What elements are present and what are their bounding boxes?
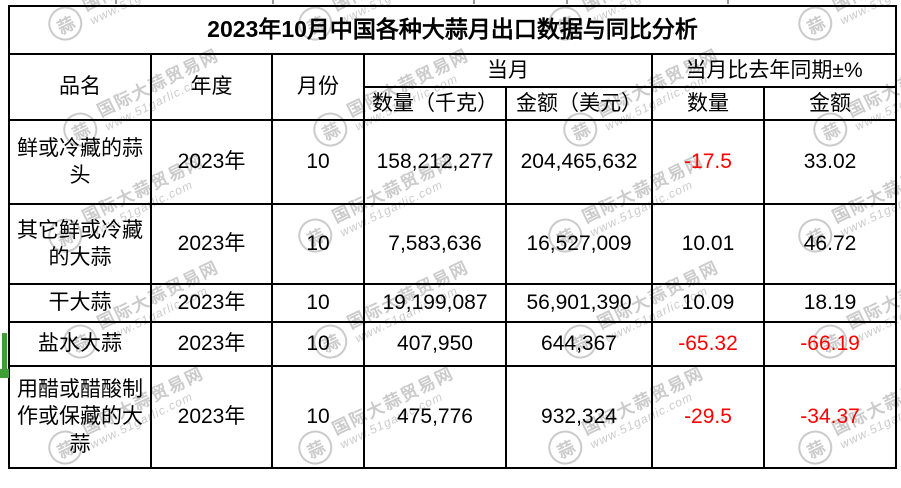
table-row: 干大蒜 2023年 10 19,199,087 56,901,390 10.09… <box>8 283 898 323</box>
cell-qty: 158,212,277 <box>363 119 507 205</box>
selection-border <box>2 333 7 377</box>
cell-month: 10 <box>271 283 365 323</box>
cell-qty: 407,950 <box>363 321 507 367</box>
cell-qty: 475,776 <box>363 365 507 469</box>
cell-yoy-amount: 33.02 <box>762 119 898 205</box>
header-yoy-amount: 金额 <box>762 86 898 121</box>
cell-product: 鲜或冷藏的蒜头 <box>8 119 152 205</box>
cell-yoy-qty: -65.32 <box>651 321 765 367</box>
cell-yoy-amount: -34.37 <box>762 365 898 469</box>
cell-year: 2023年 <box>150 321 273 367</box>
header-amount-usd: 金额（美元） <box>505 86 653 121</box>
cell-yoy-qty: 10.01 <box>651 203 765 285</box>
cell-amount: 204,465,632 <box>505 119 653 205</box>
garlic-export-table: 2023年10月中国各种大蒜月出口数据与同比分析 品名 年度 月份 当月 当月比… <box>7 5 898 469</box>
fill-handle[interactable] <box>0 369 9 378</box>
cell-amount: 932,324 <box>505 365 653 469</box>
cell-month: 10 <box>271 203 365 285</box>
column-tick <box>115 0 117 4</box>
header-yoy-qty: 数量 <box>651 86 765 121</box>
cell-product: 其它鲜或冷藏的大蒜 <box>8 203 152 285</box>
column-tick <box>727 0 729 4</box>
table-row: 用醋或醋酸制作或保藏的大蒜 2023年 10 475,776 932,324 -… <box>8 365 898 469</box>
table-title: 2023年10月中国各种大蒜月出口数据与同比分析 <box>7 5 898 55</box>
column-tick <box>566 0 568 4</box>
cell-yoy-qty: -29.5 <box>651 365 765 469</box>
cell-month: 10 <box>271 119 365 205</box>
cell-product: 盐水大蒜 <box>8 321 152 367</box>
cell-qty: 19,199,087 <box>363 283 507 323</box>
cell-yoy-amount: 18.19 <box>762 283 898 323</box>
cell-year: 2023年 <box>150 365 273 469</box>
header-yoy: 当月比去年同期±% <box>650 53 898 88</box>
header-product: 品名 <box>8 53 152 121</box>
header-qty-kg: 数量（千克） <box>363 86 507 121</box>
column-tick <box>473 0 475 4</box>
cell-month: 10 <box>271 321 365 367</box>
table-row: 盐水大蒜 2023年 10 407,950 644,367 -65.32 -66… <box>8 321 898 367</box>
cell-product: 干大蒜 <box>8 283 152 323</box>
cell-product: 用醋或醋酸制作或保藏的大蒜 <box>8 365 152 469</box>
cell-qty: 7,583,636 <box>363 203 507 285</box>
cell-year: 2023年 <box>150 203 273 285</box>
header-year: 年度 <box>150 53 273 121</box>
cell-year: 2023年 <box>150 283 273 323</box>
cell-year: 2023年 <box>150 119 273 205</box>
cell-month: 10 <box>271 365 365 469</box>
cell-amount: 644,367 <box>505 321 653 367</box>
table-row: 其它鲜或冷藏的大蒜 2023年 10 7,583,636 16,527,009 … <box>8 203 898 285</box>
cell-amount: 16,527,009 <box>505 203 653 285</box>
column-tick <box>272 0 274 4</box>
cell-yoy-amount: -66.19 <box>762 321 898 367</box>
cell-yoy-amount: 46.72 <box>762 203 898 285</box>
header-month: 月份 <box>271 53 365 121</box>
header-current-month: 当月 <box>363 53 653 88</box>
cell-yoy-qty: -17.5 <box>651 119 765 205</box>
table-row: 鲜或冷藏的蒜头 2023年 10 158,212,277 204,465,632… <box>8 119 898 205</box>
cell-yoy-qty: 10.09 <box>651 283 765 323</box>
cell-amount: 56,901,390 <box>505 283 653 323</box>
